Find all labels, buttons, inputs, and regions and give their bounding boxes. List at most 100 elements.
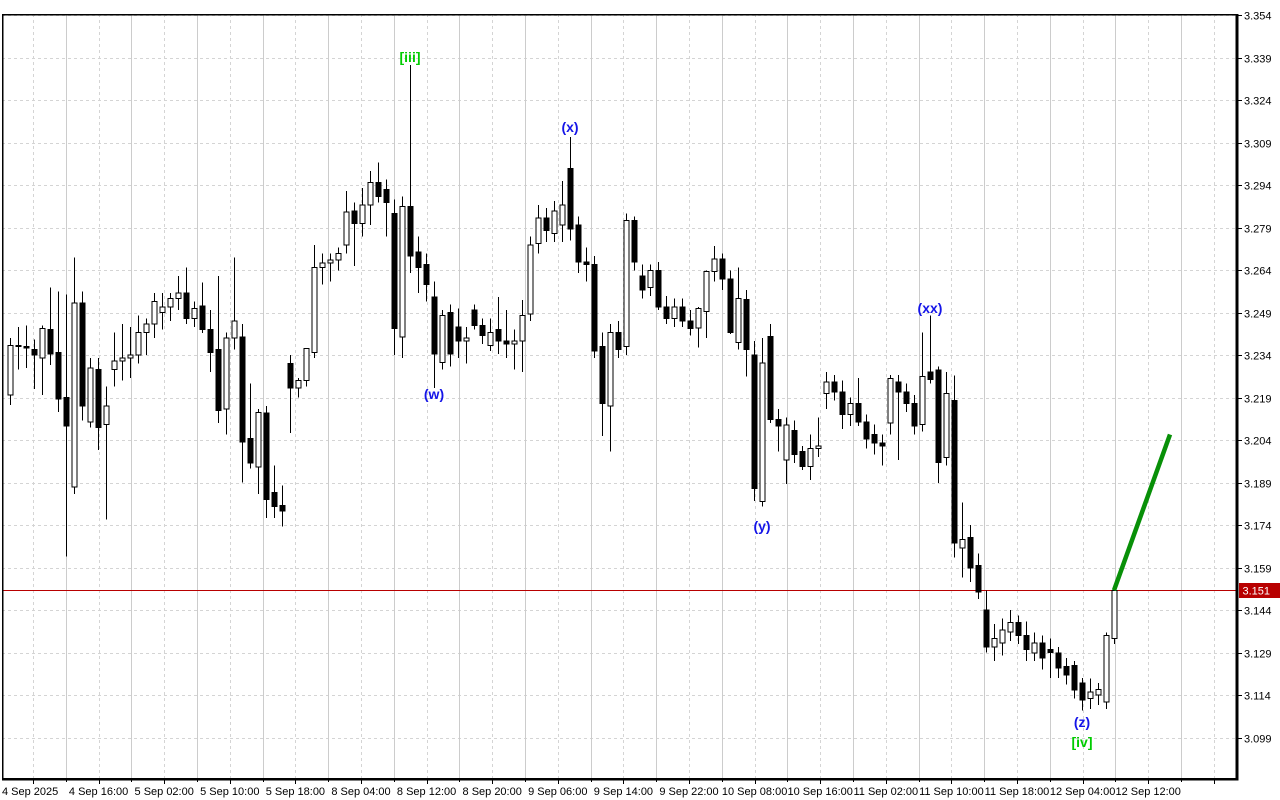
candle-body — [599, 346, 606, 404]
candle-body — [567, 167, 574, 230]
candle — [199, 282, 206, 334]
candle-body — [631, 220, 638, 263]
wave-labels: [iii] (w) (x) (y) (xx) (z) [iv] — [400, 49, 1093, 750]
candle-body — [543, 217, 550, 232]
candle — [255, 409, 262, 494]
candle — [399, 196, 406, 359]
candle-body — [695, 307, 702, 329]
candle — [367, 171, 374, 225]
candle — [711, 246, 718, 282]
candle — [775, 409, 782, 452]
candle — [975, 553, 982, 599]
candle — [15, 326, 22, 370]
candle — [535, 205, 542, 254]
candle-body — [751, 354, 758, 489]
candle — [231, 257, 238, 350]
candle — [375, 162, 382, 203]
candle-body — [887, 377, 894, 424]
candle — [87, 358, 94, 428]
candle — [679, 298, 686, 327]
candle-body — [671, 306, 678, 319]
candle — [327, 253, 334, 282]
candle-body — [1111, 589, 1118, 640]
plot-area[interactable] — [2, 14, 1236, 778]
candle-body — [527, 244, 534, 315]
price-axis[interactable]: 3.354 3.339 3.324 3.309 3.294 3.279 3.264 3.249… — [1237, 11, 1272, 746]
candle — [807, 434, 814, 480]
candle-body — [607, 332, 614, 407]
candle-body — [1063, 666, 1070, 676]
candle-body — [399, 206, 406, 338]
candle — [663, 295, 670, 325]
candle — [543, 207, 550, 242]
candle — [103, 386, 110, 520]
candle — [647, 264, 654, 296]
candle-body — [119, 357, 126, 362]
candle-body — [615, 332, 622, 351]
candle — [1007, 610, 1014, 642]
candle-body — [23, 346, 30, 349]
y-axis-label: 3.174 — [1244, 521, 1272, 533]
candle — [895, 375, 902, 460]
candle-body — [767, 336, 774, 421]
candle — [167, 292, 174, 322]
candle — [503, 309, 510, 359]
candle — [31, 339, 38, 390]
trend-line[interactable] — [1111, 433, 1173, 592]
candle-body — [391, 213, 398, 329]
x-axis-label: 11 Sep 10:00 — [919, 786, 984, 798]
candle — [423, 253, 430, 302]
candle-body — [919, 375, 926, 426]
candle-body — [167, 298, 174, 308]
candle-body — [359, 204, 366, 225]
y-axis-label: 3.099 — [1244, 734, 1272, 746]
candle-body — [351, 210, 358, 225]
candle — [991, 624, 998, 662]
candle — [239, 324, 246, 483]
candle — [863, 414, 870, 449]
x-axis-label: 5 Sep 18:00 — [266, 786, 325, 798]
y-axis-label: 3.309 — [1244, 139, 1272, 151]
candle — [135, 315, 142, 364]
candle — [303, 347, 310, 387]
candle-body — [335, 252, 342, 261]
candle — [887, 375, 894, 435]
candle — [111, 332, 118, 387]
x-axis-label: 8 Sep 20:00 — [463, 786, 522, 798]
candle — [159, 292, 166, 330]
price-tag-label: 3.151 — [1243, 586, 1271, 598]
candle-body — [103, 405, 110, 426]
candle — [295, 377, 302, 398]
candle-body — [503, 340, 510, 345]
candle — [879, 434, 886, 466]
candle-body — [471, 309, 478, 326]
candle-body — [1095, 688, 1102, 696]
candle — [823, 372, 830, 410]
candle — [463, 326, 470, 364]
candle — [967, 525, 974, 582]
candle — [191, 301, 198, 327]
candle-body — [943, 392, 950, 458]
candle-body — [311, 266, 318, 353]
candle-body — [519, 315, 526, 342]
candle-body — [863, 421, 870, 440]
candle-body — [247, 437, 254, 464]
candle — [583, 247, 590, 282]
candle-body — [759, 362, 766, 503]
candle — [1047, 638, 1054, 679]
candle — [767, 324, 774, 424]
x-axis-label: 10 Sep 08:00 — [722, 786, 787, 798]
candle-body — [231, 320, 238, 339]
candle — [431, 281, 438, 388]
candle-body — [735, 298, 742, 343]
candle-body — [951, 400, 958, 544]
projection-trend-line[interactable] — [1111, 433, 1173, 592]
candle — [183, 267, 190, 325]
candle-body — [279, 504, 286, 512]
time-axis[interactable]: 4 Sep 2025 4 Sep 16:00 5 Sep 02:00 5 Sep 10… — [2, 780, 1215, 798]
candle — [471, 304, 478, 330]
candle-body — [383, 189, 390, 203]
candle — [727, 270, 734, 334]
candle — [71, 257, 78, 494]
